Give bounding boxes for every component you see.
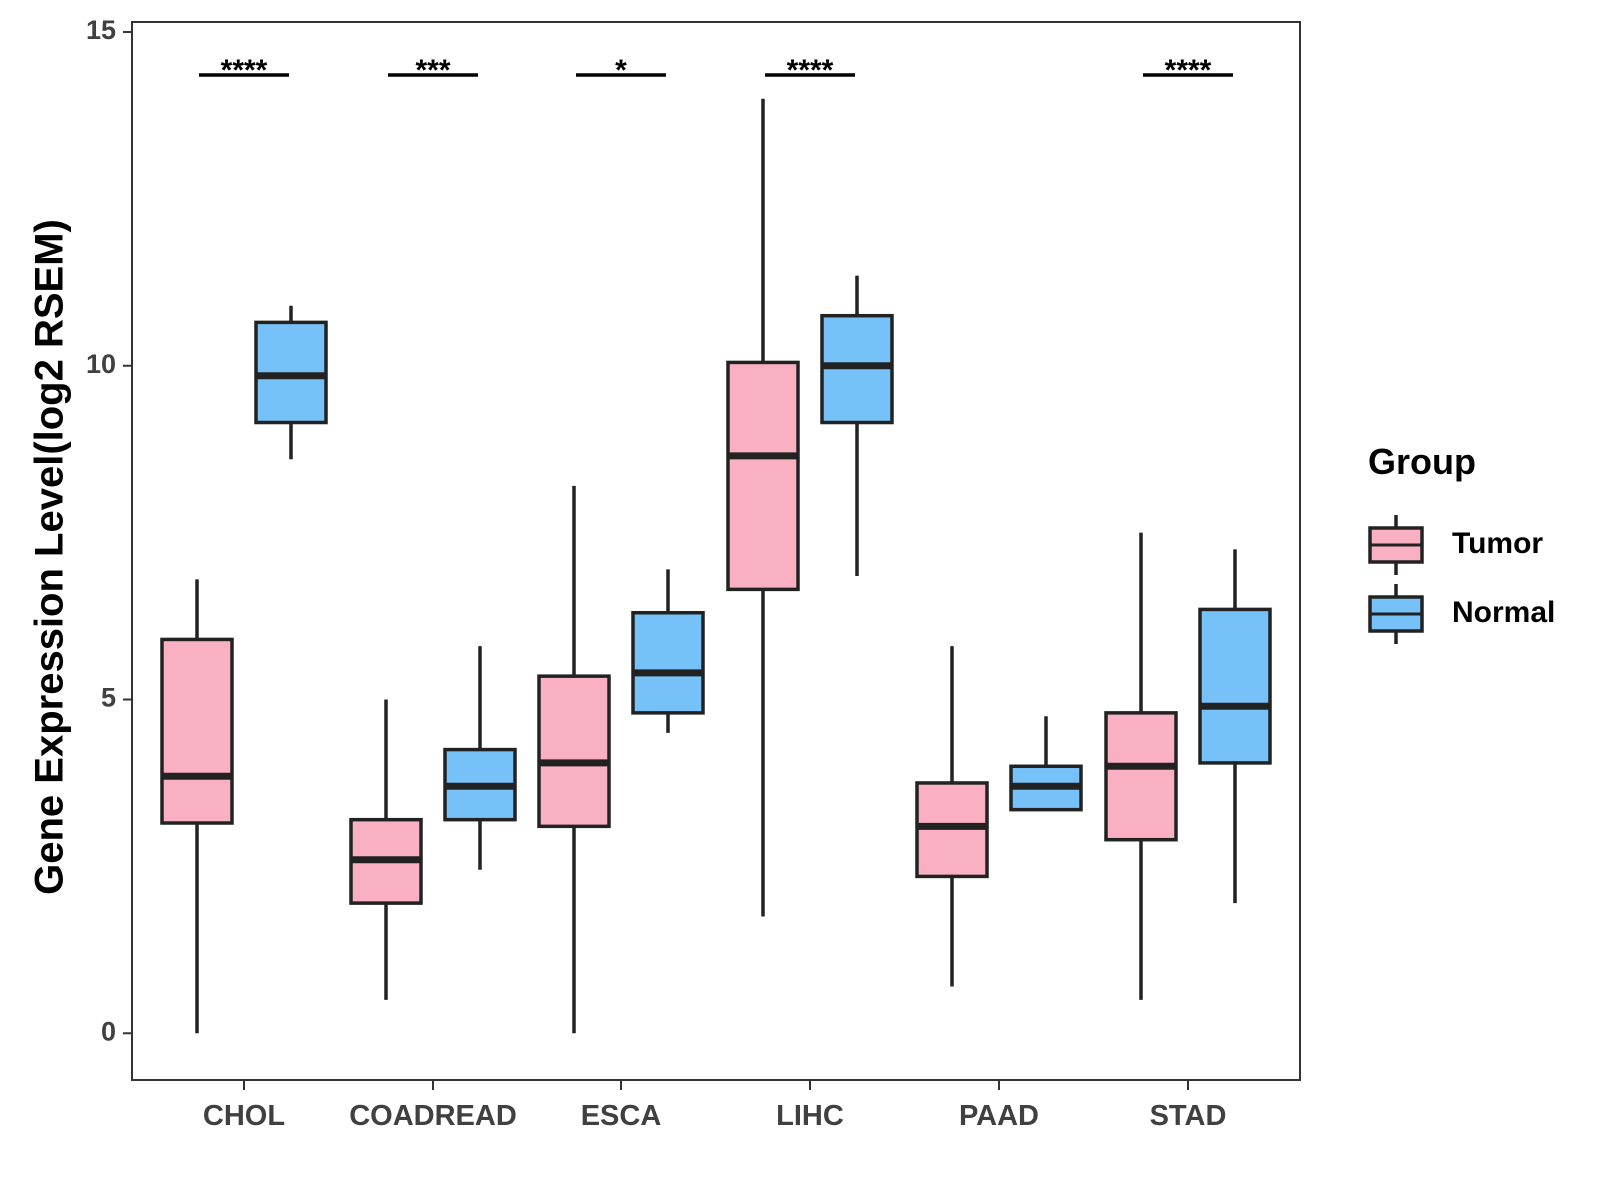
x-tick-label: COADREAD	[349, 1100, 517, 1132]
legend-title: Group	[1368, 441, 1476, 482]
y-tick-label: 10	[86, 349, 116, 379]
significance-label-coadread: ***	[415, 54, 450, 87]
legend-label-normal: Normal	[1452, 596, 1555, 629]
significance-label-lihc: ****	[787, 54, 834, 87]
box-tumor-chol	[160, 637, 234, 825]
significance-label-chol: ****	[221, 54, 268, 87]
box-normal-stad	[1198, 607, 1272, 765]
box-tumor-stad	[1104, 711, 1178, 842]
legend-label-tumor: Tumor	[1452, 527, 1543, 560]
x-tick-label: STAD	[1150, 1100, 1227, 1132]
box-tumor-esca	[537, 674, 611, 829]
x-tick-label: PAAD	[959, 1100, 1039, 1132]
significance-label-stad: ****	[1165, 54, 1212, 87]
x-tick-label: LIHC	[776, 1100, 844, 1132]
y-tick-label: 15	[86, 15, 116, 45]
significance-label-esca: *	[615, 54, 627, 87]
legend: Group Tumor Normal	[1368, 441, 1555, 644]
box-tumor-lihc	[726, 360, 800, 592]
x-tick-label: CHOL	[203, 1100, 285, 1132]
plot-panel-border	[131, 21, 1301, 1081]
box-normal-esca	[631, 610, 705, 715]
y-tick-label: 0	[101, 1016, 116, 1046]
y-axis-title: Gene Expression Level(log2 RSEM)	[28, 219, 72, 895]
y-tick-label: 5	[101, 683, 116, 713]
x-tick-label: ESCA	[581, 1100, 662, 1132]
